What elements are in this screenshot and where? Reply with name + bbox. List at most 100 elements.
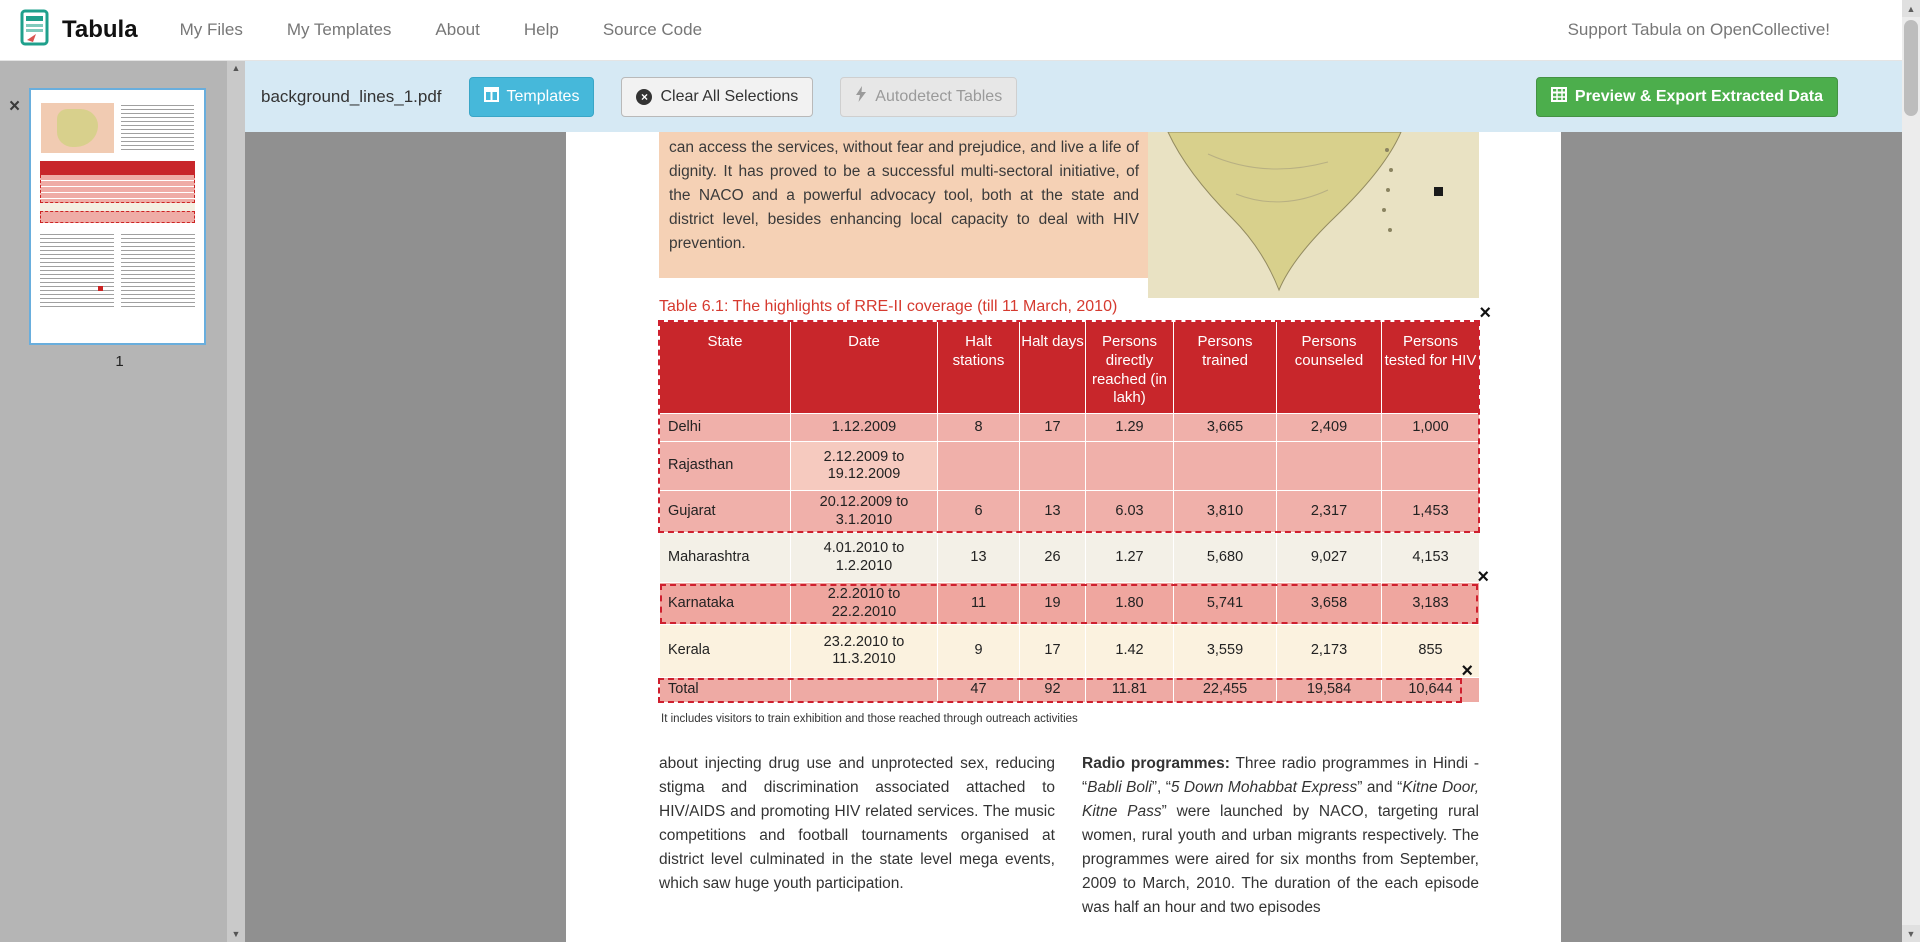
table-cell: 47 xyxy=(937,677,1020,703)
table-cell: 3,810 xyxy=(1173,490,1277,533)
table-row-total: Total 47 92 11.81 22,455 19,584 10,644 xyxy=(659,677,1480,703)
thumbnail-page-number: 1 xyxy=(115,353,124,370)
nav-menu: My Files My Templates About Help Source … xyxy=(180,20,702,40)
nav-item-help[interactable]: Help xyxy=(523,20,559,39)
table-row: Kerala 23.2.2010 to 11.3.2010 9 17 1.42 … xyxy=(659,624,1480,678)
table-cell: 23.2.2010 to 11.3.2010 xyxy=(790,624,938,678)
table-cell: 3,665 xyxy=(1173,413,1277,442)
table-cell: 3,658 xyxy=(1276,582,1382,625)
table-row: Delhi 1.12.2009 8 17 1.29 3,665 2,409 1,… xyxy=(659,413,1480,442)
preview-export-button[interactable]: Preview & Export Extracted Data xyxy=(1535,76,1838,117)
table-cell: 6 xyxy=(937,490,1020,533)
remove-selection-button[interactable]: × xyxy=(1461,660,1473,682)
table-cell: 2,317 xyxy=(1276,490,1382,533)
clear-selections-icon: × xyxy=(636,88,653,105)
scroll-up-icon[interactable]: ▲ xyxy=(231,63,241,73)
nav-item-my-templates[interactable]: My Templates xyxy=(286,20,392,39)
table-cell: 10,644 xyxy=(1381,677,1480,703)
navbar: Tabula My Files My Templates About Help … xyxy=(0,0,1902,61)
scrollbar-thumb[interactable] xyxy=(1904,20,1918,116)
autodetect-button-label: Autodetect Tables xyxy=(875,87,1003,105)
nav-item-source-code[interactable]: Source Code xyxy=(602,20,703,39)
thumbnail-text-lines xyxy=(39,234,115,308)
table-cell xyxy=(1173,441,1277,491)
radio-text: ” and “ xyxy=(1357,779,1403,796)
templates-button-label: Templates xyxy=(506,87,580,105)
body-text-left-column: about injecting drug use and unprotected… xyxy=(659,755,1055,892)
table-cell: 9 xyxy=(937,624,1020,678)
table-header-cell: Persons tested for HIV xyxy=(1381,321,1480,414)
table-cell: 9,027 xyxy=(1276,532,1382,583)
support-link[interactable]: Support Tabula on OpenCollective! xyxy=(1567,20,1830,39)
table-header-cell: Halt stations xyxy=(937,321,1020,414)
table-cell: 855 xyxy=(1381,624,1480,678)
table-cell: 11 xyxy=(937,582,1020,625)
table-selection[interactable]: × xyxy=(658,303,1491,533)
clear-button-label: Clear All Selections xyxy=(660,87,799,105)
table-cell xyxy=(1381,441,1480,491)
window-scrollbar[interactable]: ▲ ▼ xyxy=(1902,0,1920,942)
radio-programmes-label: Radio programmes: xyxy=(1082,755,1230,772)
table-row: Karnataka 2.2.2010 to 22.2.2010 11 19 1.… xyxy=(659,582,1480,625)
table-cell: 22,455 xyxy=(1173,677,1277,703)
tabula-logo-icon xyxy=(20,9,52,52)
radio-title-italic: 5 Down Mohabbat Express xyxy=(1170,779,1358,796)
scroll-down-icon[interactable]: ▼ xyxy=(231,929,241,939)
remove-selection-button[interactable]: × xyxy=(1479,302,1491,324)
table-cell: 1.27 xyxy=(1085,532,1174,583)
table-row: Maharashtra 4.01.2010 to 1.2.2010 13 26 … xyxy=(659,532,1480,583)
table-footnote: It includes visitors to train exhibition… xyxy=(661,713,1078,725)
table-selection[interactable]: × xyxy=(660,567,1489,624)
radio-text: ” were launched by NACO, targeting rural… xyxy=(1082,803,1479,916)
table-header-cell: Persons trained xyxy=(1173,321,1277,414)
main-panel: background_lines_1.pdf Templates × Clear… xyxy=(245,61,1902,942)
table-cell xyxy=(937,441,1020,491)
table-cell: 1.80 xyxy=(1085,582,1174,625)
toolbar: background_lines_1.pdf Templates × Clear… xyxy=(245,61,1902,132)
export-table-icon xyxy=(1550,86,1567,107)
radio-title-italic: Kitne Door, Kitne Pass xyxy=(1082,779,1479,820)
clear-all-selections-button[interactable]: × Clear All Selections xyxy=(621,76,814,117)
table-cell: 13 xyxy=(937,532,1020,583)
table-selection[interactable]: × xyxy=(658,661,1473,703)
map-legend-marker xyxy=(1434,187,1443,196)
table-cell: 2,173 xyxy=(1276,624,1382,678)
table-cell: 3,183 xyxy=(1381,582,1480,625)
table-cell: 2.12.2009 to 19.12.2009 xyxy=(790,441,938,491)
thumbnail-text-lines xyxy=(120,105,194,151)
nav-item-about[interactable]: About xyxy=(435,20,480,39)
table-header-cell: Halt days xyxy=(1019,321,1086,414)
pdf-page[interactable]: can access the services, without fear an… xyxy=(566,132,1561,942)
lightning-bolt-icon xyxy=(855,86,867,107)
table-cell: 19 xyxy=(1019,582,1086,625)
table-cell: 26 xyxy=(1019,532,1086,583)
table-cell: Rajasthan xyxy=(659,441,791,491)
remove-page-button[interactable]: × xyxy=(9,96,21,117)
autodetect-tables-button[interactable]: Autodetect Tables xyxy=(840,76,1018,117)
templates-button[interactable]: Templates xyxy=(468,76,595,117)
table-cell: 1.42 xyxy=(1085,624,1174,678)
export-button-label: Preview & Export Extracted Data xyxy=(1574,87,1823,105)
scroll-down-icon[interactable]: ▼ xyxy=(1902,925,1920,942)
thumbnail-sidebar: × 1 xyxy=(0,61,227,942)
brand-link[interactable]: Tabula xyxy=(20,9,138,52)
table-cell: 1,453 xyxy=(1381,490,1480,533)
body-text-right-column: Radio programmes: Three radio programmes… xyxy=(1082,752,1479,920)
page-thumbnail[interactable] xyxy=(29,88,206,345)
thumbnail-selection-dot xyxy=(98,286,104,292)
table-cell: 2,409 xyxy=(1276,413,1382,442)
table-cell xyxy=(1085,441,1174,491)
table-cell: Total xyxy=(659,677,791,703)
nav-item-my-files[interactable]: My Files xyxy=(179,20,243,39)
table-cell: 1.12.2009 xyxy=(790,413,938,442)
document-filename: background_lines_1.pdf xyxy=(261,86,442,106)
table-title: Table 6.1: The highlights of RRE-II cove… xyxy=(659,298,1118,315)
table-cell: 4,153 xyxy=(1381,532,1480,583)
table-cell: 3,559 xyxy=(1173,624,1277,678)
table-cell: 6.03 xyxy=(1085,490,1174,533)
scroll-up-icon[interactable]: ▲ xyxy=(1902,0,1920,17)
intro-paragraph: can access the services, without fear an… xyxy=(669,139,1139,252)
sidebar-scrollbar[interactable]: ▲ ▼ xyxy=(227,61,245,942)
remove-selection-button[interactable]: × xyxy=(1477,566,1489,588)
